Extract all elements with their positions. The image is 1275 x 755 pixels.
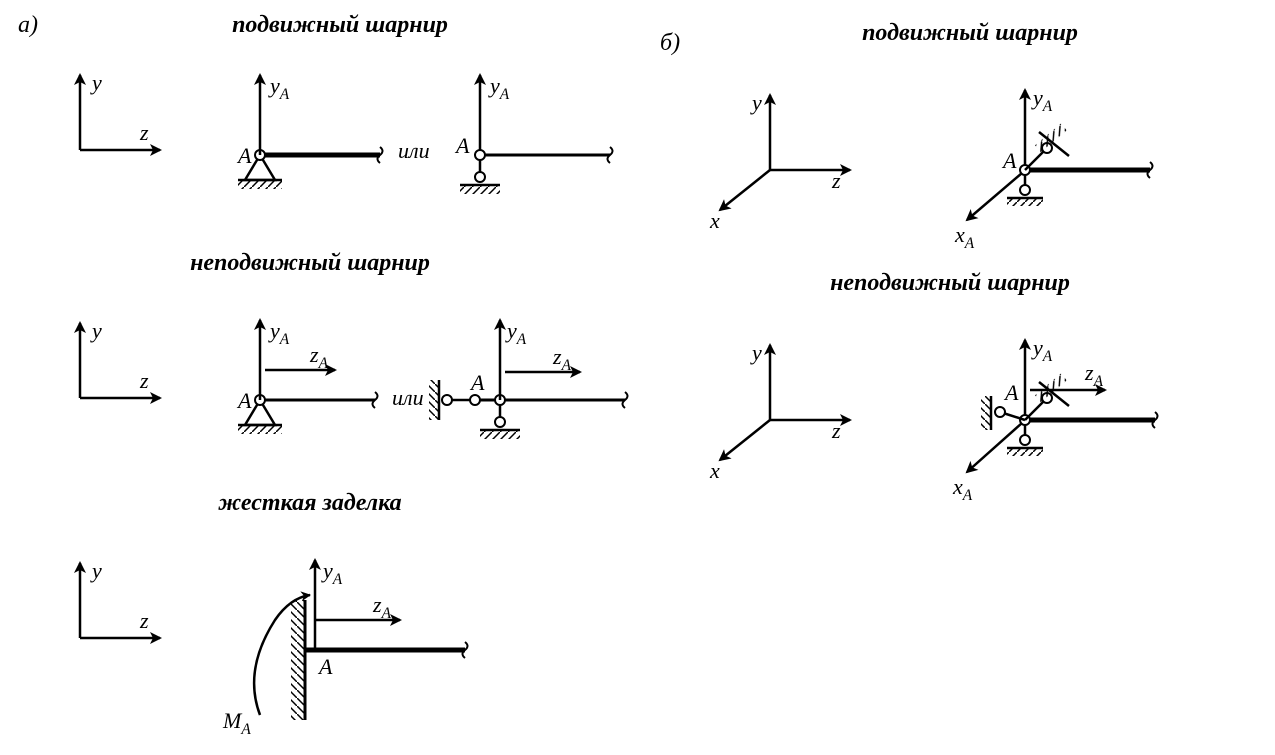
svg-text:y: y [90,558,102,583]
svg-text:yA: yA [268,318,290,348]
svg-text:MA: MA [222,708,251,738]
axes-a3: y z [80,558,160,638]
axes-a1: y z [80,70,160,150]
svg-text:A: A [454,133,470,158]
title-a-clamp: жесткая заделка [150,490,470,517]
axes-a2: y z [80,318,160,398]
svg-text:yA: yA [321,558,343,588]
diagram-svg: y z A yA или A yA y z A yA zA или A yA z… [0,0,1275,755]
panel-b-label: б) [660,30,680,57]
svg-text:y: y [750,90,762,115]
title-b-movable: подвижный шарнир [790,20,1150,47]
svg-text:yA: yA [505,318,527,348]
svg-text:yA: yA [268,73,290,103]
movable-hinge-2: A yA [454,73,613,194]
svg-text:A: A [1003,380,1019,405]
svg-text:x: x [709,458,720,483]
panel-a-label: a) [18,12,38,39]
y-label: y [90,70,102,95]
or-1: или [398,138,430,163]
svg-text:xA: xA [952,474,973,504]
svg-text:zA: zA [552,344,572,374]
svg-text:A: A [236,143,252,168]
svg-text:A: A [236,388,252,413]
axes-b2: y z x [709,340,850,483]
fixed-hinge-3d: A yA zA xA [952,335,1158,504]
svg-text:zA: zA [1084,360,1104,390]
axes-b1: y z x [709,90,850,233]
svg-text:A: A [1001,148,1017,173]
svg-text:zA: zA [309,342,329,372]
svg-text:y: y [90,318,102,343]
svg-text:xA: xA [954,222,975,252]
movable-hinge-3d: A yA xA [954,85,1153,252]
clamped-support: yA zA A MA [222,558,468,738]
svg-text:z: z [831,168,841,193]
movable-hinge-1: A yA [236,73,383,189]
svg-text:zA: zA [372,592,392,622]
svg-text:A: A [317,654,333,679]
title-a-fixed: неподвижный шарнир [150,250,470,277]
fixed-hinge-2: A yA zA [429,318,628,439]
svg-text:A: A [469,370,485,395]
svg-text:yA: yA [1031,335,1053,365]
svg-text:y: y [750,340,762,365]
svg-text:yA: yA [488,73,510,103]
title-b-fixed: неподвижный шарнир [770,270,1130,297]
or-2: или [392,385,424,410]
svg-text:z: z [831,418,841,443]
svg-text:yA: yA [1031,85,1053,115]
title-a-movable: подвижный шарнир [180,12,500,39]
svg-text:z: z [139,608,149,633]
svg-text:z: z [139,368,149,393]
fixed-hinge-1: A yA zA [236,318,378,434]
z-label: z [139,120,149,145]
svg-text:x: x [709,208,720,233]
